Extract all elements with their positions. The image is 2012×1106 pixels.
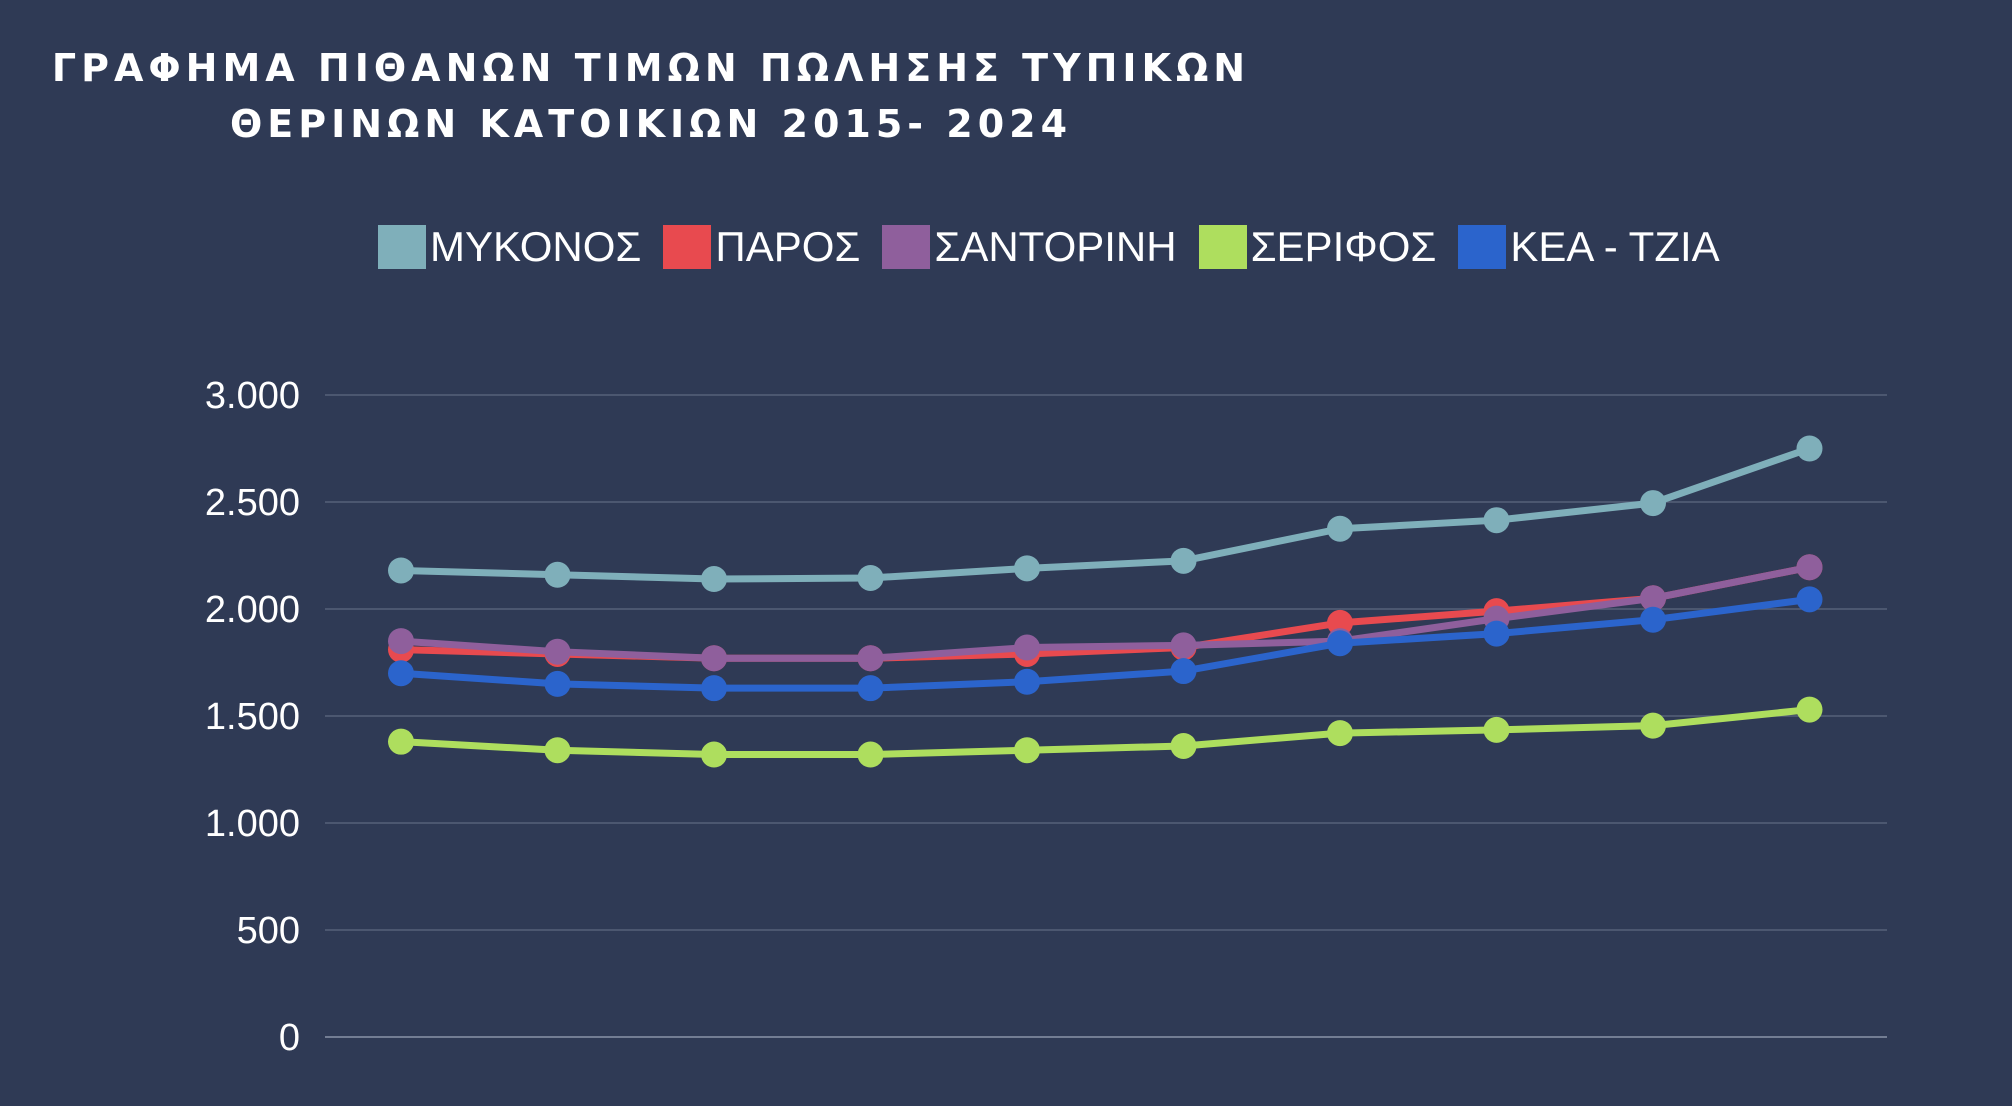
legend-label-mykonos: ΜΥΚΟΝΟΣ xyxy=(430,223,642,270)
data-point xyxy=(1014,634,1040,661)
data-point xyxy=(1327,609,1353,636)
data-point xyxy=(1640,585,1666,612)
data-point xyxy=(388,557,414,584)
series-4 xyxy=(388,586,1823,702)
legend-swatch-paros xyxy=(663,225,712,269)
data-point xyxy=(857,675,884,702)
data-point xyxy=(1483,507,1510,534)
data-point xyxy=(1796,696,1823,723)
series-line xyxy=(397,595,1813,692)
legend-label-serifos: ΣΕΡΙΦΟΣ xyxy=(1250,223,1437,270)
y-tick-label: 2.000 xyxy=(205,589,300,631)
data-point xyxy=(701,566,727,593)
data-point xyxy=(1483,716,1510,743)
series-line xyxy=(397,445,1813,583)
data-point xyxy=(1170,658,1197,685)
data-point xyxy=(544,638,571,665)
data-point xyxy=(1640,606,1666,633)
data-point xyxy=(701,675,727,702)
legend-item-paros: ΠΑΡΟΣ xyxy=(663,223,860,271)
data-point xyxy=(1327,630,1353,657)
legend-item-serifos: ΣΕΡΙΦΟΣ xyxy=(1198,223,1437,271)
data-point xyxy=(1170,547,1197,574)
y-tick-label: 1.000 xyxy=(205,803,300,845)
data-point xyxy=(857,741,884,768)
data-point xyxy=(388,660,414,687)
data-point xyxy=(1014,555,1040,582)
data-point xyxy=(1483,620,1510,647)
data-point xyxy=(701,741,727,768)
legend-item-santorini: ΣΑΝΤΟΡΙΝΗ xyxy=(882,223,1177,271)
data-point xyxy=(1796,435,1823,462)
data-point xyxy=(1327,515,1353,542)
data-point xyxy=(1014,668,1040,695)
legend-swatch-kea-tzia xyxy=(1458,225,1507,269)
legend-swatch-mykonos xyxy=(378,225,426,269)
data-point xyxy=(388,728,414,755)
chart-legend: ΜΥΚΟΝΟΣ ΠΑΡΟΣ ΣΑΝΤΟΡΙΝΗ ΣΕΡΙΦΟΣ ΚΕΑ - ΤΖ… xyxy=(378,222,1742,272)
legend-label-kea-tzia: ΚΕΑ - ΤΖΙΑ xyxy=(1510,223,1720,270)
data-point xyxy=(857,564,884,591)
data-point xyxy=(1014,737,1040,764)
legend-item-mykonos: ΜΥΚΟΝΟΣ xyxy=(378,223,641,271)
data-point xyxy=(544,670,571,697)
data-point xyxy=(1796,586,1823,613)
chart-title-line-2: ΘΕΡΙΝΩΝ ΚΑΤΟΙΚΙΩΝ 2015- 2024 xyxy=(229,102,1073,146)
data-point xyxy=(1170,732,1197,759)
series-line xyxy=(397,563,1813,662)
y-tick-label: 500 xyxy=(237,910,300,952)
grid-layer xyxy=(325,394,1887,1038)
y-tick-label: 0 xyxy=(279,1017,300,1059)
series-3 xyxy=(388,696,1823,768)
chart-title: ΓΡΑΦΗΜΑ ΠΙΘΑΝΩΝ ΤΙΜΩΝ ΠΩΛΗΣΗΣ ΤΥΠΙΚΩΝ ΘΕ… xyxy=(0,40,1302,152)
series-line xyxy=(397,706,1813,759)
data-point xyxy=(1170,632,1197,659)
legend-label-paros: ΠΑΡΟΣ xyxy=(715,223,861,270)
series-layer xyxy=(388,435,1823,768)
data-point xyxy=(857,645,884,672)
legend-label-santorini: ΣΑΝΤΟΡΙΝΗ xyxy=(934,223,1177,270)
series-0 xyxy=(388,435,1823,593)
legend-swatch-serifos xyxy=(1198,225,1247,269)
data-point xyxy=(388,628,414,655)
y-tick-label: 3.000 xyxy=(205,375,300,417)
data-point xyxy=(1640,712,1666,739)
data-point xyxy=(544,561,571,588)
y-tick-label: 1.500 xyxy=(205,696,300,738)
data-point xyxy=(701,645,727,672)
y-axis-ticks: 0 500 1.000 1.500 2.000 2.500 3.000 xyxy=(205,375,300,1059)
legend-swatch-santorini xyxy=(882,225,931,269)
data-point xyxy=(1796,554,1823,581)
data-point xyxy=(544,737,571,764)
data-point xyxy=(1640,490,1666,517)
y-tick-label: 2.500 xyxy=(205,482,300,524)
legend-item-kea-tzia: ΚΕΑ - ΤΖΙΑ xyxy=(1458,223,1720,271)
data-point xyxy=(1327,720,1353,747)
chart-title-line-1: ΓΡΑΦΗΜΑ ΠΙΘΑΝΩΝ ΤΙΜΩΝ ΠΩΛΗΣΗΣ ΤΥΠΙΚΩΝ xyxy=(51,46,1251,90)
